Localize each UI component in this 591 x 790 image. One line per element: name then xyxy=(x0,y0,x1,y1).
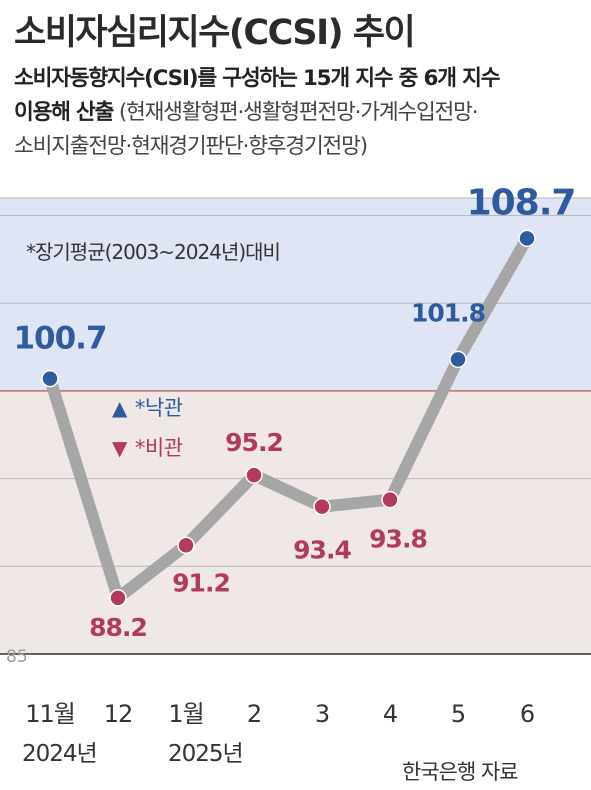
x-tick-label-0: 11월 xyxy=(25,700,75,728)
legend-optimistic-label: *낙관 xyxy=(134,396,183,420)
data-point-4 xyxy=(313,497,331,516)
series-line xyxy=(44,232,533,604)
subtitle-line-2-rest: (현재생활형편·생활형편전망·가계수입전망· xyxy=(113,100,479,125)
data-point-7 xyxy=(518,229,536,248)
data-label-2: 91.2 xyxy=(172,568,230,597)
year-label-2024: 2024년 xyxy=(22,741,98,767)
data-point-6 xyxy=(449,350,467,369)
data-label-5: 93.8 xyxy=(369,525,427,554)
data-point-3 xyxy=(245,466,263,484)
baseline-note: *장기평균(2003~2024년)대비 xyxy=(26,240,281,264)
x-tick-label-3: 2 xyxy=(247,700,261,728)
optimistic-zone xyxy=(0,198,591,391)
x-tick-label-2: 1월 xyxy=(168,700,203,728)
data-label-6: 101.8 xyxy=(411,298,485,327)
triangle-down-icon: ▼ xyxy=(112,436,127,460)
legend-pessimistic: ▼ *비관 xyxy=(112,432,183,462)
x-tick-label-7: 6 xyxy=(520,700,534,728)
legend-optimistic: ▲ *낙관 xyxy=(112,392,183,422)
chart-title: 소비자심리지수(CCSI) 추이 xyxy=(14,13,416,53)
year-label-2025: 2025년 xyxy=(168,741,244,767)
data-point-1 xyxy=(109,589,127,607)
data-point-5 xyxy=(381,490,399,509)
data-point-2 xyxy=(177,536,195,555)
data-label-4: 93.4 xyxy=(293,536,351,565)
data-label-0: 100.7 xyxy=(13,321,106,357)
source-credit: 한국은행 자료 xyxy=(402,760,519,784)
data-point-0 xyxy=(41,369,59,388)
subtitle-line-3: 소비지출전망·현재경기판단·향후경기전망) xyxy=(14,134,368,159)
data-label-1: 88.2 xyxy=(89,613,147,642)
x-tick-label-4: 3 xyxy=(315,700,329,728)
data-label-7: 108.7 xyxy=(467,182,576,223)
x-tick-label-5: 4 xyxy=(383,700,397,728)
y-tick-label: 85 xyxy=(6,647,28,667)
x-tick-label-6: 5 xyxy=(451,700,465,728)
x-tick-label-1: 12 xyxy=(104,700,133,728)
subtitle-line-2-bold: 이용해 산출 xyxy=(14,100,114,125)
legend-pessimistic-label: *비관 xyxy=(134,436,183,460)
triangle-up-icon: ▲ xyxy=(112,396,127,420)
data-label-3: 95.2 xyxy=(225,428,283,457)
subtitle-line-1: 소비자동향지수(CSI)를 구성하는 15개 지수 중 6개 지수 xyxy=(14,66,501,91)
chart-subtitle: 소비자동향지수(CSI)를 구성하는 15개 지수 중 6개 지수 이용해 산출… xyxy=(14,62,584,164)
